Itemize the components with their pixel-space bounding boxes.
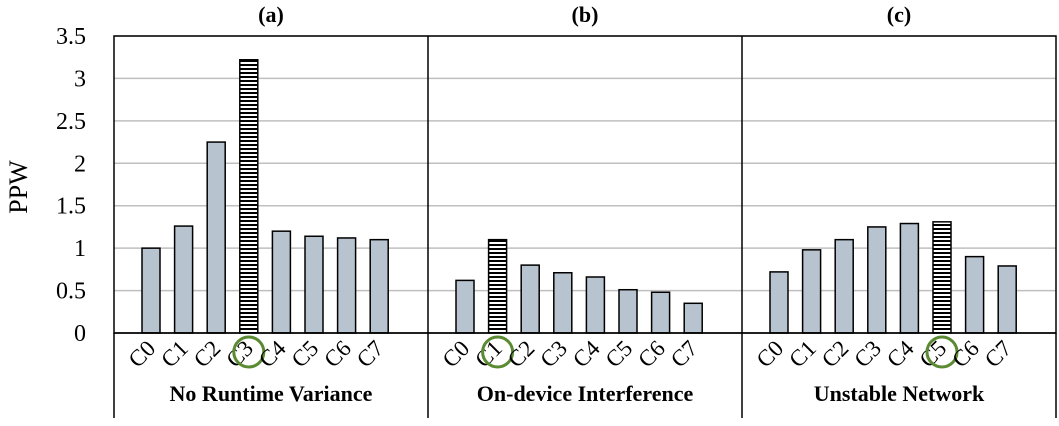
x-tick-label: C4 — [882, 335, 919, 372]
y-axis-label: PPW — [4, 160, 33, 214]
y-tick-label: 2 — [74, 151, 86, 177]
bar-c-c6 — [964, 255, 985, 334]
bar-b-c6 — [650, 291, 671, 334]
bar-b-c7 — [683, 302, 703, 334]
bars — [141, 59, 1017, 334]
y-tick-label: 1 — [74, 236, 86, 262]
bar-b-c4 — [585, 276, 606, 334]
panel-frames — [113, 35, 1057, 418]
bar-b-c0 — [455, 279, 475, 334]
y-tick-label: 3 — [74, 66, 86, 92]
y-axis-ticks: 0 0.5 1 1.5 2 2.5 3 3.5 — [56, 24, 86, 347]
highlight-circle — [481, 335, 515, 369]
bar-b-c2 — [520, 264, 540, 334]
group-label: On-device Interference — [477, 381, 694, 406]
panel-titles: (a) No Runtime Variance (b) On-device Inter… — [170, 2, 985, 406]
x-tick-label: C6 — [319, 336, 356, 373]
x-tick-label: C7 — [352, 336, 389, 373]
x-tick-label: C4 — [568, 335, 605, 372]
panel-title: (b) — [572, 2, 599, 27]
bar-b-c3 — [553, 272, 573, 334]
bar-a-c1 — [173, 225, 194, 334]
bar-a-c2 — [206, 141, 226, 334]
bar-b-c5 — [618, 288, 638, 334]
y-tick-label: 2.5 — [56, 109, 86, 135]
y-tick-label: 0 — [74, 321, 86, 347]
bar-c-c1 — [801, 249, 822, 334]
x-tick-label: C3 — [849, 336, 886, 373]
x-tick-label: C2 — [817, 336, 854, 373]
x-tick-label: C1 — [156, 336, 193, 373]
x-tick-label: C1 — [784, 336, 821, 373]
group-label: Unstable Network — [814, 381, 985, 406]
y-tick-label: 1.5 — [56, 194, 86, 220]
x-tick-label: C5 — [601, 336, 638, 373]
x-tick-label: C0 — [752, 336, 789, 373]
x-tick-label: C7 — [980, 336, 1017, 373]
x-tick-label: C7 — [666, 336, 703, 373]
x-tick-label: C2 — [189, 336, 226, 373]
group-label: No Runtime Variance — [170, 381, 373, 406]
bar-c-c5 — [932, 221, 952, 334]
panel-title: (a) — [258, 2, 284, 27]
bar-c-c0 — [769, 271, 789, 334]
bar-a-c3 — [239, 59, 259, 334]
bar-a-c4 — [271, 230, 292, 334]
bar-c-c3 — [867, 226, 887, 334]
bar-c-c7 — [997, 265, 1017, 334]
y-tick-label: 3.5 — [56, 24, 86, 50]
highlight-circle — [232, 335, 266, 369]
x-tick-label: C0 — [124, 336, 161, 373]
bar-a-c7 — [369, 238, 389, 334]
bar-a-c5 — [304, 235, 324, 334]
x-tick-label: C5 — [287, 336, 324, 373]
x-tick-label: C0 — [438, 336, 475, 373]
panel-title: (c) — [887, 2, 911, 27]
highlight-circle — [925, 335, 959, 369]
bar-c-c2 — [834, 238, 854, 334]
bar-a-c0 — [141, 247, 161, 334]
x-tick-label: C3 — [535, 336, 572, 373]
bar-a-c6 — [336, 237, 357, 334]
x-tick-label: C6 — [633, 336, 670, 373]
bar-c-c4 — [899, 222, 920, 334]
y-tick-label: 0.5 — [56, 279, 86, 305]
bar-b-c1 — [487, 238, 508, 334]
